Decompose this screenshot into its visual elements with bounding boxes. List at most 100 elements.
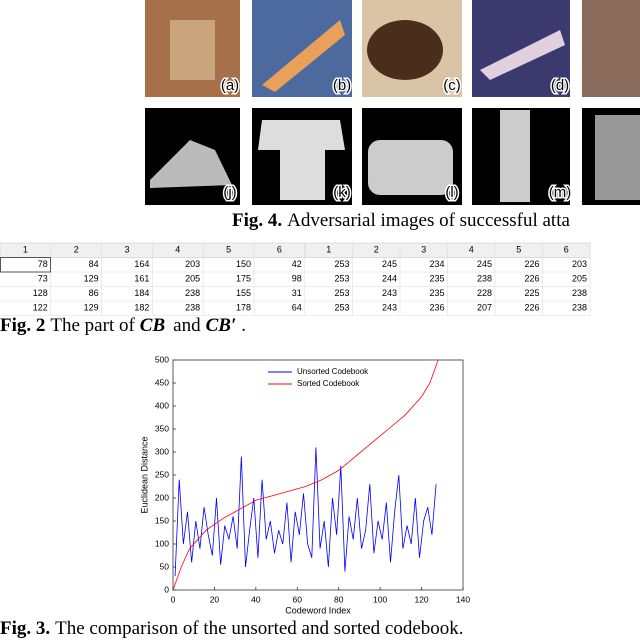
table-header: 6: [564, 245, 569, 255]
data-line: [174, 447, 437, 577]
data-line: [172, 359, 439, 591]
table-header: 5: [226, 245, 231, 255]
x-tick-label: 80: [334, 594, 344, 604]
table-cell: 122: [33, 303, 48, 313]
table-cell: 42: [292, 259, 302, 269]
y-tick-label: 50: [160, 561, 170, 571]
y-tick-label: 350: [155, 423, 169, 433]
table-cell: 205: [572, 274, 587, 284]
x-axis-label: Codeword Index: [285, 605, 351, 615]
table-cell: 253: [334, 288, 349, 298]
caption-label: Fig. 3.: [0, 618, 50, 639]
x-tick-label: 20: [210, 594, 220, 604]
table-cell: 225: [524, 288, 539, 298]
y-tick-label: 400: [155, 400, 169, 410]
caption-text: Adversarial images of successful atta: [287, 210, 570, 231]
y-tick-label: 500: [155, 354, 169, 364]
caption-text: and: [173, 315, 201, 336]
caption-text: The part of: [50, 315, 135, 336]
table-cell: 226: [524, 274, 539, 284]
x-tick-label: 100: [373, 594, 387, 604]
table-cell: 128: [33, 288, 48, 298]
panel-label: (c): [443, 77, 461, 94]
table-cell: 64: [292, 303, 302, 313]
image-detail: [595, 115, 640, 200]
panel-label: (b): [333, 77, 351, 94]
table-cell: 234: [429, 259, 444, 269]
y-tick-label: 200: [155, 492, 169, 502]
table-header: 1: [23, 245, 28, 255]
table-cell: 207: [477, 303, 492, 313]
table-cell: 182: [134, 303, 149, 313]
table-cell: 155: [236, 288, 251, 298]
table-header: 3: [421, 245, 426, 255]
caption-text: .: [241, 315, 246, 336]
table-cell: 205: [185, 274, 200, 284]
table-cell: 129: [84, 303, 99, 313]
table-cell: 164: [134, 259, 149, 269]
table-cell: 245: [477, 259, 492, 269]
table-cell: 226: [524, 259, 539, 269]
panel-label: (m): [549, 184, 572, 201]
y-tick-label: 250: [155, 469, 169, 479]
selected-cell: [0, 257, 51, 273]
table-cell: 78: [38, 259, 48, 269]
table-cell: 235: [429, 274, 444, 284]
caption-label: Fig. 2: [0, 315, 45, 336]
table-cell: 84: [89, 259, 99, 269]
table-cell: 243: [382, 303, 397, 313]
panel-label: (a): [221, 77, 239, 94]
table-cell: 253: [334, 259, 349, 269]
table-cell: 236: [429, 303, 444, 313]
table-header: 1: [326, 245, 331, 255]
table-cell: 203: [572, 259, 587, 269]
x-tick-label: 0: [171, 594, 176, 604]
image-detail: [480, 30, 565, 80]
table-cell: 238: [477, 274, 492, 284]
panel-label: (j): [223, 184, 236, 201]
table-cell: 184: [134, 288, 149, 298]
image-row-2: [145, 108, 640, 205]
image-detail: [367, 20, 443, 80]
y-axis-label: Euclidean Distance: [139, 436, 149, 513]
table-cell: 226: [524, 303, 539, 313]
image-detail: [368, 140, 453, 195]
table-cell: 238: [572, 288, 587, 298]
table-cell: 161: [134, 274, 149, 284]
table-header: 4: [469, 245, 474, 255]
table-cell: 86: [89, 288, 99, 298]
legend-label: Sorted Codebook: [297, 379, 360, 388]
image-row-1: [145, 0, 640, 97]
caption-label: Fig. 4.: [232, 210, 282, 231]
table-cell: 73: [38, 274, 48, 284]
image-detail: [170, 20, 215, 80]
table-cell: 235: [429, 288, 444, 298]
y-tick-label: 100: [155, 538, 169, 548]
table-cell: 253: [334, 274, 349, 284]
y-tick-label: 450: [155, 377, 169, 387]
table-cell: 203: [185, 259, 200, 269]
image-detail: [150, 140, 232, 188]
x-tick-label: 40: [251, 594, 261, 604]
table-header: 6: [277, 245, 282, 255]
table-cell: 238: [185, 303, 200, 313]
table-cell: 228: [477, 288, 492, 298]
caption-text: The comparison of the unsorted and sorte…: [55, 618, 463, 639]
table-cell: 98: [292, 274, 302, 284]
legend-label: Unsorted Codebook: [297, 367, 369, 376]
x-tick-label: 120: [414, 594, 428, 604]
table-header: 2: [374, 245, 379, 255]
table-header: 5: [516, 245, 521, 255]
panel-label: (l): [445, 184, 458, 201]
caption-symbol: CB: [140, 315, 165, 336]
image-detail: [500, 110, 530, 202]
x-tick-label: 140: [456, 594, 470, 604]
table-cell: 178: [236, 303, 251, 313]
image-detail: [262, 20, 345, 92]
table-cell: 244: [382, 274, 397, 284]
table-cell: 238: [185, 288, 200, 298]
caption: Fig. 4. Adversarial images of successful …: [232, 210, 570, 231]
table-cell: 245: [382, 259, 397, 269]
